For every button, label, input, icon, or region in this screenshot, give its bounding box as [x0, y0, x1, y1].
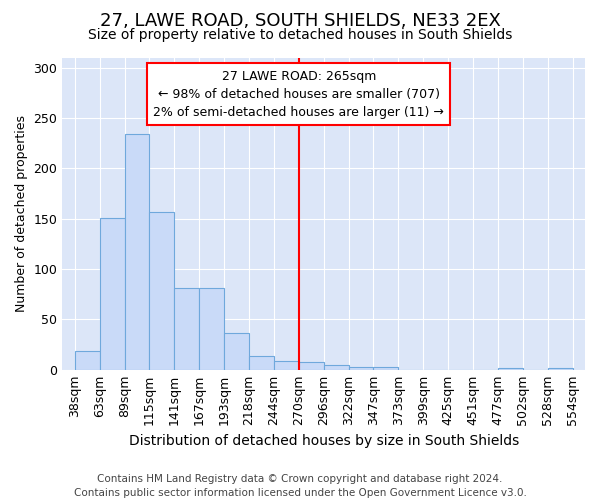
Bar — [100, 218, 125, 370]
Bar — [498, 368, 523, 370]
Bar — [274, 360, 299, 370]
Bar — [299, 362, 323, 370]
X-axis label: Distribution of detached houses by size in South Shields: Distribution of detached houses by size … — [128, 434, 519, 448]
Bar — [175, 288, 199, 370]
Text: Contains HM Land Registry data © Crown copyright and database right 2024.
Contai: Contains HM Land Registry data © Crown c… — [74, 474, 526, 498]
Bar — [125, 134, 149, 370]
Bar — [548, 368, 572, 370]
Bar — [373, 367, 398, 370]
Text: Size of property relative to detached houses in South Shields: Size of property relative to detached ho… — [88, 28, 512, 42]
Bar — [75, 350, 100, 370]
Text: 27, LAWE ROAD, SOUTH SHIELDS, NE33 2EX: 27, LAWE ROAD, SOUTH SHIELDS, NE33 2EX — [100, 12, 500, 30]
Bar — [224, 332, 249, 370]
Bar — [149, 212, 175, 370]
Y-axis label: Number of detached properties: Number of detached properties — [15, 115, 28, 312]
Text: 27 LAWE ROAD: 265sqm
← 98% of detached houses are smaller (707)
2% of semi-detac: 27 LAWE ROAD: 265sqm ← 98% of detached h… — [154, 70, 444, 118]
Bar — [249, 356, 274, 370]
Bar — [349, 367, 373, 370]
Bar — [323, 365, 349, 370]
Bar — [199, 288, 224, 370]
